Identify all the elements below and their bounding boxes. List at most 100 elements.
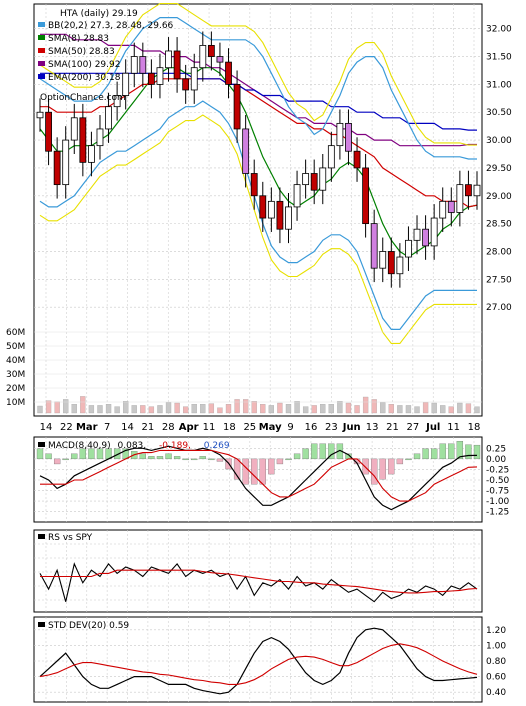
- macd-hist-bar: [456, 441, 464, 460]
- volume-bar: [225, 404, 232, 414]
- volume-bar: [277, 402, 283, 414]
- x-tick-label: 9: [287, 422, 293, 433]
- macd-tick-label: -0.50: [486, 476, 510, 486]
- macd-hist-bar: [362, 458, 369, 475]
- std-tick-label: 0.60: [486, 673, 506, 683]
- price-tick-label: 31.00: [486, 80, 512, 90]
- x-tick-label: 14: [121, 422, 134, 433]
- std-legend: STD DEV(20) 0.59: [38, 621, 129, 631]
- volume-bar: [448, 406, 454, 414]
- price-title: HTA (daily) 29.19: [60, 9, 138, 19]
- candle: [456, 184, 464, 213]
- candle: [396, 256, 404, 275]
- macd-hist-bar: [405, 458, 412, 461]
- macd-hist-bar: [371, 458, 378, 485]
- legend-entry: SMA(8) 28.83: [48, 34, 109, 44]
- volume-bar: [397, 405, 403, 414]
- candle: [387, 251, 395, 275]
- macd-tick-label: -1.00: [486, 497, 510, 507]
- candle: [139, 56, 147, 74]
- macd-label: MACD(8,40,9): [48, 441, 111, 451]
- x-tick-label: 16: [305, 422, 318, 433]
- volume-bar: [45, 400, 52, 414]
- candle: [379, 251, 387, 269]
- std-sma-line: [39, 643, 478, 685]
- candle: [302, 173, 310, 186]
- macd-hist-bar: [302, 448, 309, 460]
- price-series-line: [39, 67, 478, 258]
- candle: [62, 139, 70, 186]
- macd-hist-bar: [293, 453, 301, 460]
- candle: [413, 228, 421, 241]
- macd-hist-bar: [439, 443, 446, 460]
- macd-lines: [39, 445, 478, 511]
- volume-bar: [320, 404, 326, 414]
- volume-bar: [148, 406, 155, 414]
- std-label: STD DEV(20) 0.59: [48, 621, 129, 631]
- candle: [439, 200, 447, 219]
- macd-hist-bar: [199, 456, 206, 460]
- macd-hist-bar: [413, 453, 421, 460]
- legend-swatch: [38, 35, 45, 40]
- macd-histogram: [36, 441, 481, 485]
- x-tick-label: 18: [468, 422, 481, 433]
- x-tick-label: Mar: [76, 422, 98, 433]
- candle: [345, 122, 352, 152]
- std-tick-label: 1.20: [486, 626, 506, 636]
- candle: [173, 50, 181, 80]
- price-tick-label: 27.50: [486, 275, 512, 285]
- price-series-line: [40, 72, 477, 131]
- candle: [233, 83, 241, 130]
- price-series-line: [40, 78, 478, 208]
- volume-tick-label: 60M: [6, 328, 25, 338]
- candle: [465, 184, 472, 197]
- candle: [267, 200, 275, 219]
- macd-line: [39, 445, 478, 511]
- price-tick-label: 28.50: [486, 220, 512, 230]
- macd-value: 0.083,: [118, 441, 147, 451]
- candle: [156, 67, 164, 85]
- candle: [293, 184, 301, 208]
- macd-signal-value: -0.189,: [159, 441, 191, 451]
- legend-entry: SMA(100) 29.92: [48, 60, 120, 70]
- macd-signal-line: [40, 449, 478, 502]
- x-tick-label: Jun: [342, 422, 361, 433]
- macd-hist-bar: [156, 456, 164, 460]
- candle: [370, 223, 378, 269]
- macd-hist-bar: [319, 443, 326, 460]
- macd-hist-bar: [173, 456, 181, 460]
- volume-bar: [105, 404, 112, 414]
- macd-hist-value: 0.269: [204, 441, 230, 451]
- x-tick-label: 27: [406, 422, 419, 433]
- candle: [165, 50, 172, 69]
- x-tick-label: 18: [223, 422, 236, 433]
- candle: [327, 145, 335, 169]
- candle: [122, 72, 130, 96]
- macd-y-axis: 0.250.00-0.25-0.50-0.75-1.00-1.25: [486, 444, 510, 517]
- rs-sma-line: [40, 569, 478, 594]
- volume-bar: [268, 405, 275, 414]
- macd-hist-bar: [431, 448, 438, 460]
- volume-bar: [97, 405, 103, 414]
- price-y-axis: 27.00 27.50 28.00 28.50 29.00 29.50 30.00 30.50…: [486, 25, 512, 313]
- volume-bar: [208, 403, 215, 414]
- candle: [216, 56, 224, 63]
- macd-tick-label: -1.25: [486, 508, 509, 518]
- candle: [422, 228, 429, 247]
- price-tick-label: 30.50: [486, 108, 512, 118]
- volume-bar: [174, 402, 180, 414]
- x-tick-label: 25: [243, 422, 256, 433]
- x-tick-label: 11: [447, 422, 460, 433]
- price-legend: HTA (daily) 29.19 BB(20,2) 27.3, 28.48, …: [38, 9, 174, 103]
- macd-hist-bar: [79, 448, 86, 460]
- macd-hist-bar: [88, 448, 95, 460]
- candle: [79, 117, 87, 163]
- macd-hist-bar: [148, 456, 155, 460]
- volume-bar: [183, 406, 189, 414]
- price-tick-label: 29.50: [486, 164, 512, 174]
- price-tick-label: 28.00: [486, 247, 512, 257]
- volume-bar: [285, 404, 292, 414]
- volume-bar: [123, 401, 129, 414]
- x-tick-label: May: [259, 422, 282, 433]
